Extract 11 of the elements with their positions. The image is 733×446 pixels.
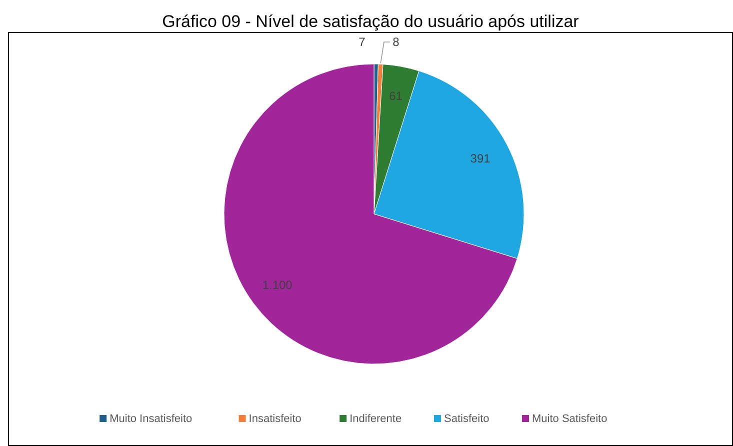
legend-label: Satisfeito (444, 413, 490, 425)
data-label: 7 (358, 35, 366, 49)
data-label: 8 (392, 35, 400, 49)
data-label: 1.100 (262, 278, 293, 292)
legend-label: Indiferente (350, 413, 402, 425)
data-label: 391 (470, 151, 491, 166)
legend-label: Insatisfeito (248, 413, 302, 425)
data-label: 61 (389, 88, 403, 103)
legend-label: Muito Insatisfeito (110, 413, 192, 425)
chart-title: Gráfico 09 - Nível de satisfação do usuário após utilizar (162, 12, 580, 31)
legend-label: Muito Satisfeito (532, 413, 608, 425)
